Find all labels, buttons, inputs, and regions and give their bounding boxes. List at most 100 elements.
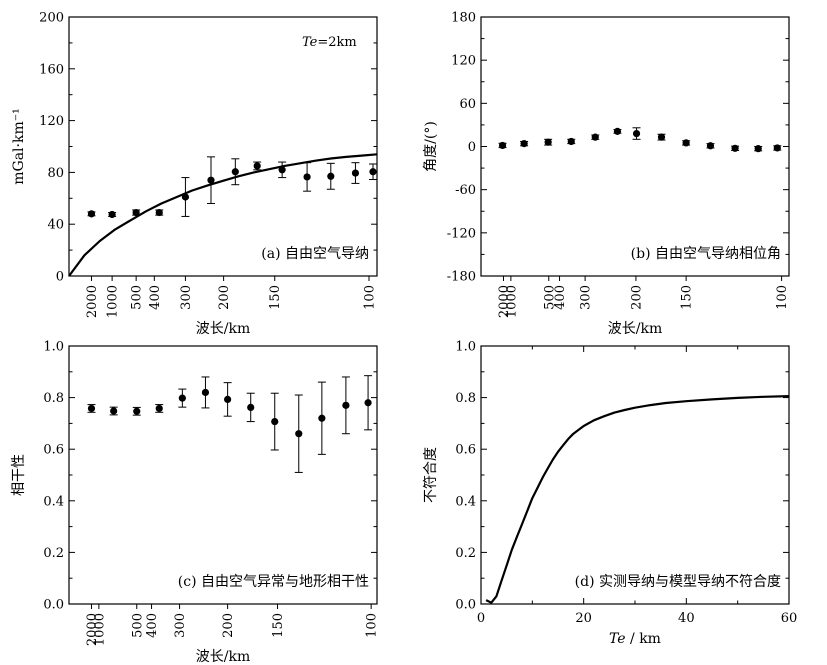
x-tick-label: 1000 (106, 285, 121, 318)
data-marker (201, 388, 210, 397)
data-point (326, 162, 335, 190)
plot-frame (480, 16, 790, 277)
x-tick-label: 40 (678, 611, 695, 626)
data-point (544, 138, 553, 146)
y-tick-label: -60 (455, 183, 476, 198)
data-marker (110, 407, 118, 415)
data-marker (682, 139, 690, 147)
y-tick-label: 0.4 (43, 494, 64, 509)
y-tick-label: 80 (47, 166, 64, 181)
data-point (155, 404, 164, 413)
x-tick-label: 60 (781, 611, 798, 626)
y-tick-label: 60 (459, 97, 476, 112)
y-tick-label: 40 (47, 218, 64, 233)
data-marker (247, 403, 255, 412)
x-tick-label: 100 (365, 613, 380, 638)
data-point (155, 208, 164, 217)
x-tick-label: 100 (775, 285, 790, 310)
data-point (731, 144, 740, 152)
data-marker (303, 173, 311, 181)
data-marker (271, 417, 279, 426)
x-axis-title: 波长/km (196, 321, 250, 337)
data-point (87, 404, 96, 413)
data-marker (773, 144, 781, 152)
y-tick-label: 160 (39, 62, 64, 77)
x-tick-label: 500 (542, 285, 557, 310)
data-marker (253, 162, 261, 170)
panel-a: 0 40 80 120 160 200 2000 1000 500 400 300 200 150 100… (11, 11, 378, 337)
x-tick-label: 400 (553, 285, 568, 310)
x-tick-label: 1000 (92, 613, 107, 646)
data-marker (364, 399, 372, 407)
data-marker (231, 168, 239, 176)
data-point (178, 388, 187, 408)
plot-frame (68, 16, 378, 277)
x-tick-label: 20 (575, 611, 592, 626)
data-point (206, 156, 215, 204)
data-point (231, 158, 240, 186)
y-tick-label: 120 (39, 114, 64, 129)
x-tick-label: 2000 (497, 285, 512, 318)
y-tick-label: 0 (468, 140, 476, 155)
panel-d: 0.0 0.2 0.4 0.6 0.8 1.0 0 20 40 60 Te / km 不符合度 (d) … (423, 340, 797, 648)
data-marker (295, 430, 303, 438)
x-tick-label: 500 (130, 613, 145, 638)
data-marker (520, 140, 528, 148)
data-marker (632, 129, 641, 138)
y-tick-label: 180 (451, 11, 476, 26)
data-point (294, 394, 303, 473)
x-tick-label: 200 (629, 285, 644, 310)
data-marker (657, 133, 666, 141)
data-point (87, 210, 96, 218)
y-tick-label: -120 (447, 226, 476, 241)
x-tick-label: 300 (173, 613, 188, 638)
x-tick-label: 100 (362, 285, 377, 310)
x-tick-label: 150 (268, 285, 283, 310)
data-marker (567, 137, 575, 146)
data-point (341, 376, 350, 435)
y-tick-label: 0 (56, 270, 64, 285)
misfit-curve (485, 395, 790, 604)
data-marker (224, 395, 232, 404)
data-marker (87, 210, 96, 218)
data-marker (87, 404, 96, 413)
data-marker (132, 208, 140, 217)
data-marker (155, 404, 163, 413)
x-tick-label: 1000 (504, 285, 519, 318)
x-tick-label: 500 (130, 285, 145, 310)
data-marker (613, 127, 622, 135)
data-point (773, 144, 782, 152)
x-tick-label: 200 (217, 285, 232, 310)
data-point (657, 133, 666, 141)
data-point (109, 406, 118, 416)
y-tick-label: 0.4 (455, 494, 476, 509)
data-marker (351, 169, 360, 177)
data-marker (318, 414, 326, 422)
data-marker (178, 394, 186, 402)
y-tick-label: 120 (451, 54, 476, 69)
y-tick-label: 0.0 (455, 598, 476, 613)
data-point (246, 392, 255, 423)
y-tick-label: 0.6 (43, 443, 64, 458)
x-tick-label: 0 (477, 611, 485, 626)
data-point (754, 145, 763, 153)
data-point (364, 375, 373, 431)
data-point (632, 127, 641, 140)
x-tick-label: 200 (221, 613, 236, 638)
x-axis-title-italic: Te (609, 631, 626, 647)
data-point (132, 406, 141, 416)
x-tick-label: 400 (145, 613, 160, 638)
data-point (317, 381, 326, 455)
data-marker (544, 138, 552, 146)
plot-frame (68, 345, 378, 605)
data-marker (706, 142, 715, 150)
data-point (351, 162, 360, 184)
data-point (682, 139, 691, 147)
x-axis-title: 波长/km (608, 321, 662, 337)
annotation-italic: Te (302, 35, 318, 50)
data-marker (181, 193, 190, 201)
data-point (567, 137, 576, 146)
